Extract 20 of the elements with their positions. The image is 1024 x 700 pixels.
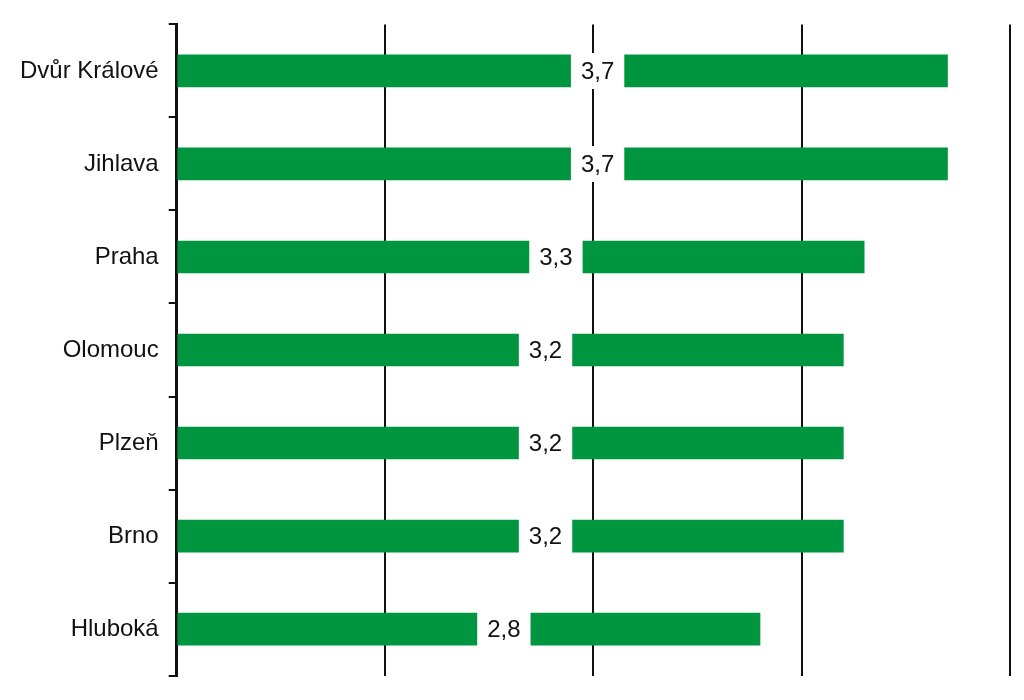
y-tick-label: Brno xyxy=(108,520,159,548)
data-label: 3,7 xyxy=(580,149,615,177)
bar xyxy=(177,54,948,88)
bar xyxy=(177,240,865,274)
bar xyxy=(177,333,844,367)
y-tick-label: Hluboká xyxy=(70,613,160,641)
bar xyxy=(177,519,844,553)
data-label: 3,2 xyxy=(528,335,563,363)
y-tick-label: Jihlava xyxy=(84,148,160,176)
data-label: 3,2 xyxy=(528,521,563,549)
y-tick-label: Dvůr Králové xyxy=(20,55,159,83)
y-tick-label: Praha xyxy=(94,241,160,269)
y-tick-label: Olomouc xyxy=(62,334,159,362)
data-label: 2,8 xyxy=(487,614,521,642)
bar xyxy=(177,147,948,181)
data-label: 3,7 xyxy=(580,56,615,84)
data-label: 3,2 xyxy=(528,428,563,456)
bar xyxy=(177,426,844,460)
y-tick-label: Plzeň xyxy=(98,427,159,455)
data-label: 3,3 xyxy=(539,242,573,270)
